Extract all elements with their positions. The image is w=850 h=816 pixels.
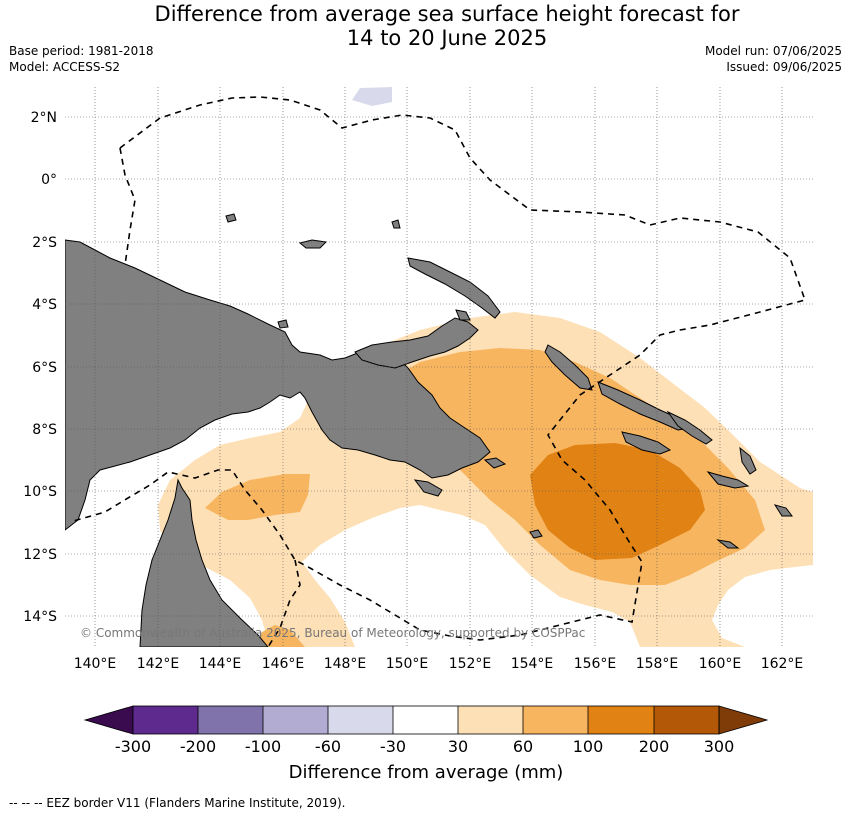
model-name: Model: ACCESS-S2 [9, 60, 121, 74]
eez-png [69, 96, 807, 641]
base-period: Base period: 1981-2018 [9, 44, 154, 58]
lat-labels: 2°N 0° 2°S 4°S 6°S 8°S 10°S 12°S 14°S [23, 110, 57, 625]
colorbar-tick: 100 [573, 737, 604, 756]
lon-label: 144°E [199, 656, 242, 672]
land-santa-cruz [773, 504, 793, 517]
land-guadalcanal [621, 431, 672, 455]
lat-label: 6°S [32, 360, 57, 376]
map-area: © Commonwealth of Australia 2025, Bureau… [65, 87, 813, 647]
title-line-1: Difference from average sea surface heig… [154, 2, 740, 26]
colorbar-bin [328, 706, 393, 734]
contour-60-100mm-south [255, 625, 305, 647]
lat-label: 2°N [31, 110, 57, 126]
colorbar: -300 -200 -100 -60 -30 30 60 100 200 300… [83, 705, 769, 783]
land-new-ireland [407, 257, 501, 319]
lat-label: 2°S [32, 235, 57, 251]
land-louisiade [413, 479, 443, 497]
gridlines [65, 87, 813, 647]
land-new-guinea [65, 239, 491, 531]
colorbar-tick: -60 [315, 737, 341, 756]
colorbar-tick: -200 [180, 737, 216, 756]
land-nauru-west [455, 309, 471, 321]
lon-label: 142°E [137, 656, 180, 672]
land-malaita [666, 410, 713, 445]
colorbar-bin [263, 706, 328, 734]
colorbar-tick: 30 [448, 737, 468, 756]
lat-label: 4°S [32, 297, 57, 313]
colorbar-bin [133, 706, 198, 734]
lon-label: 152°E [449, 656, 492, 672]
lat-label: 8°S [32, 422, 57, 438]
colorbar-bin [393, 706, 458, 734]
lon-label: 150°E [386, 656, 429, 672]
page-title: Difference from average sea surface heig… [0, 2, 850, 50]
colorbar-tick: -300 [115, 737, 151, 756]
colorbar-bin [588, 706, 654, 734]
land-manus [298, 239, 328, 249]
land-small-islet-2 [391, 219, 401, 229]
colorbar-tick: 300 [704, 737, 735, 756]
eez-borders [69, 96, 807, 647]
lon-label: 160°E [699, 656, 742, 672]
title-line-2: 14 to 20 June 2025 [346, 26, 548, 50]
lon-labels: 140°E 142°E 144°E 146°E 148°E 150°E 152°… [74, 656, 804, 672]
land-rennell [716, 539, 740, 549]
contour-100-200mm [530, 443, 705, 560]
colorbar-tick: -100 [245, 737, 281, 756]
issued-date: Issued: 09/06/2025 [726, 60, 842, 74]
colorbar-extend-low [83, 705, 134, 735]
lon-label: 162°E [761, 656, 804, 672]
colorbar-tick: -30 [380, 737, 406, 756]
lon-label: 148°E [324, 656, 367, 672]
colorbar-bin [523, 706, 588, 734]
lon-label: 156°E [574, 656, 617, 672]
eez-legend-note: -- -- -- EEZ border V11 (Flanders Marine… [9, 796, 346, 810]
colorbar-ticks: -300 -200 -100 -60 -30 30 60 100 200 300 [115, 737, 734, 756]
colorbar-label: Difference from average (mm) [289, 762, 564, 783]
colorbar-extend-high [718, 705, 769, 735]
model-run: Model run: 07/06/2025 [704, 44, 842, 58]
lon-label: 140°E [74, 656, 117, 672]
land-cape-york [139, 478, 269, 647]
lat-label: 14°S [23, 609, 57, 625]
lat-label: 10°S [23, 484, 57, 500]
eez-aus [267, 559, 301, 647]
lon-label: 146°E [262, 656, 305, 672]
colorbar-bin [654, 706, 719, 734]
copyright-text: © Commonwealth of Australia 2025, Bureau… [80, 626, 585, 640]
land-woodlark [483, 457, 507, 469]
colorbar-tick: 200 [639, 737, 670, 756]
land-bougainville [544, 344, 593, 391]
land-vanuatu-north [739, 446, 757, 475]
lon-label: 154°E [511, 656, 554, 672]
colorbar-bin [458, 706, 523, 734]
meta-right: Model run: 07/06/2025 Issued: 09/06/2025 [705, 43, 842, 75]
land-new-britain [354, 317, 479, 369]
land-rossel [529, 529, 543, 539]
lat-label: 0° [41, 172, 57, 188]
land-mussau [225, 213, 237, 223]
colorbar-tick: 60 [513, 737, 533, 756]
meta-left: Base period: 1981-2018 Model: ACCESS-S2 [9, 43, 154, 75]
land-makira [706, 471, 750, 489]
lat-label: 12°S [23, 547, 57, 563]
colorbar-bin [198, 706, 263, 734]
contour-negative-30-60mm [352, 87, 392, 106]
contour-60-100mm-west [205, 474, 310, 520]
lon-label: 158°E [636, 656, 679, 672]
